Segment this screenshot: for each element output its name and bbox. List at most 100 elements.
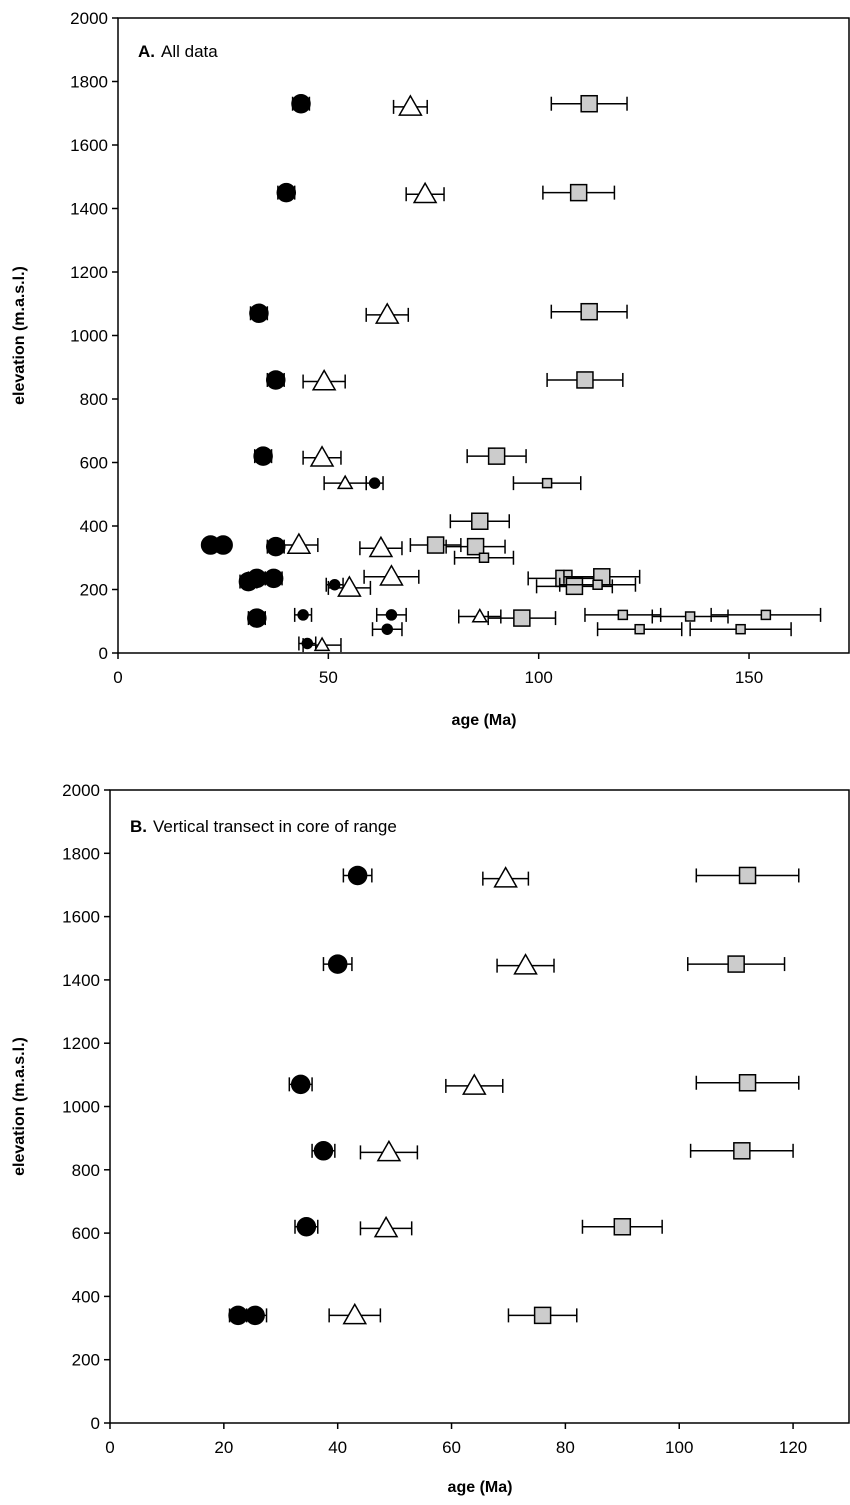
point <box>385 609 398 621</box>
x-tick-label: 20 <box>214 1438 233 1457</box>
point <box>376 1139 402 1162</box>
point <box>735 623 746 635</box>
panel-letter: A. <box>138 42 155 61</box>
point <box>613 1218 632 1236</box>
y-tick-label: 200 <box>80 581 108 600</box>
point <box>426 536 445 554</box>
y-tick-label: 1000 <box>62 1098 100 1117</box>
panel-title: A. All data <box>138 42 218 61</box>
x-tick-label: 150 <box>735 668 763 687</box>
point <box>337 575 362 597</box>
y-tick-label: 0 <box>91 1414 100 1433</box>
x-axis-label: age (Ma) <box>448 1479 513 1496</box>
y-tick-label: 2000 <box>70 9 108 28</box>
point <box>379 564 404 586</box>
point <box>247 608 267 628</box>
point <box>368 477 381 489</box>
point <box>327 954 348 974</box>
point <box>569 183 588 202</box>
x-tick-label: 80 <box>556 1438 575 1457</box>
point <box>592 579 603 590</box>
point <box>580 302 598 321</box>
y-tick-label: 400 <box>72 1287 100 1306</box>
point <box>398 94 423 116</box>
point <box>347 865 368 886</box>
point <box>309 445 335 467</box>
y-tick-label: 1200 <box>62 1034 100 1053</box>
point <box>471 512 489 530</box>
point <box>313 636 331 652</box>
point <box>266 370 286 390</box>
point <box>565 577 584 596</box>
point <box>296 1217 317 1237</box>
point <box>760 609 772 621</box>
point <box>249 303 269 324</box>
point <box>738 866 757 885</box>
y-tick-label: 1600 <box>62 908 100 927</box>
point <box>247 568 267 589</box>
point <box>291 93 311 114</box>
point <box>493 866 518 888</box>
point <box>374 302 400 324</box>
point <box>253 446 273 466</box>
point <box>381 623 393 635</box>
x-tick-label: 40 <box>328 1438 347 1457</box>
y-tick-label: 600 <box>72 1224 100 1243</box>
point <box>738 1074 757 1092</box>
point <box>580 94 598 113</box>
y-tick-label: 1800 <box>70 73 108 92</box>
y-tick-label: 1000 <box>70 327 108 346</box>
point <box>373 1215 399 1238</box>
point <box>263 568 284 589</box>
x-tick-label: 60 <box>442 1438 461 1457</box>
point <box>727 955 745 973</box>
point <box>342 1302 368 1325</box>
y-tick-label: 400 <box>80 517 108 536</box>
x-tick-label: 50 <box>319 668 338 687</box>
y-axis-label: elevation (m.a.s.l.) <box>11 266 28 405</box>
point <box>617 609 629 621</box>
point <box>286 532 312 555</box>
point <box>313 1141 334 1161</box>
y-tick-label: 1200 <box>70 263 108 282</box>
point <box>276 182 297 203</box>
y-tick-label: 1800 <box>62 844 100 863</box>
point <box>301 637 314 650</box>
point <box>576 371 594 389</box>
point <box>541 477 553 489</box>
point <box>213 535 233 555</box>
y-tick-label: 600 <box>80 454 108 473</box>
panel: 0 200 400 600 800 1000 1200 1400 1600 1800 2000 0 50… <box>11 9 850 729</box>
y-tick-label: 0 <box>99 644 108 663</box>
point <box>533 1306 552 1325</box>
x-tick-label: 0 <box>105 1438 114 1457</box>
point <box>266 536 286 557</box>
x-tick-label: 100 <box>525 668 553 687</box>
y-axis-label: elevation (m.a.s.l.) <box>11 1037 28 1176</box>
point <box>487 447 506 465</box>
panel-title-text: All data <box>161 42 218 61</box>
point <box>368 535 394 558</box>
x-axis-label: age (Ma) <box>452 712 517 729</box>
point <box>684 611 696 622</box>
panel-title: B. Vertical transect in core of range <box>130 817 397 836</box>
panel-title-text: Vertical transect in core of range <box>153 817 397 836</box>
panel-letter: B. <box>130 817 147 836</box>
point <box>634 623 645 635</box>
panel: 0 200 400 600 800 1000 1200 1400 1600 1800 2000 0 20… <box>11 781 850 1496</box>
point <box>290 1074 311 1095</box>
y-tick-label: 1400 <box>70 200 108 219</box>
point <box>513 953 538 975</box>
x-tick-label: 0 <box>113 668 122 687</box>
point <box>297 609 309 621</box>
x-tick-label: 100 <box>665 1438 693 1457</box>
point <box>733 1142 751 1160</box>
point <box>245 1305 265 1326</box>
plot-frame <box>109 789 850 1424</box>
x-tick-label: 120 <box>779 1438 807 1457</box>
y-tick-label: 1600 <box>70 136 108 155</box>
point <box>412 181 438 204</box>
point <box>462 1073 487 1095</box>
y-tick-label: 1400 <box>62 971 100 990</box>
